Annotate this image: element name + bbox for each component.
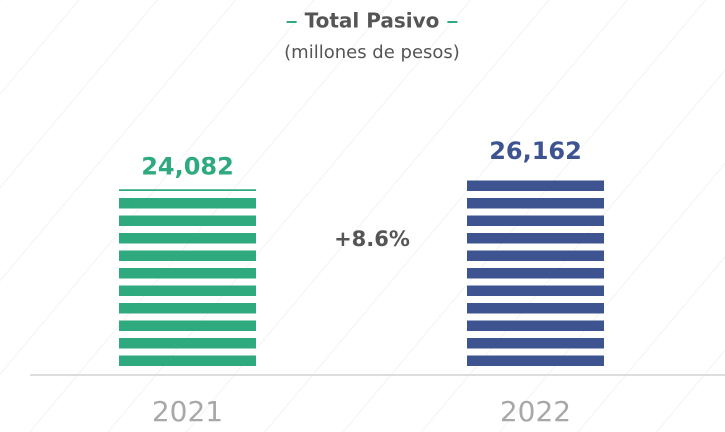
bar [119, 189, 256, 366]
x-tick-label: 2021 [152, 395, 223, 428]
value-label: 26,162 [489, 137, 582, 165]
value-label: 24,082 [141, 152, 234, 180]
bar [467, 174, 604, 366]
annotation: +8.6% [334, 227, 410, 251]
x-tick-label: 2022 [500, 395, 571, 428]
chart-title: Total Pasivo [305, 9, 440, 33]
chart-subtitle: (millones de pesos) [284, 42, 460, 63]
